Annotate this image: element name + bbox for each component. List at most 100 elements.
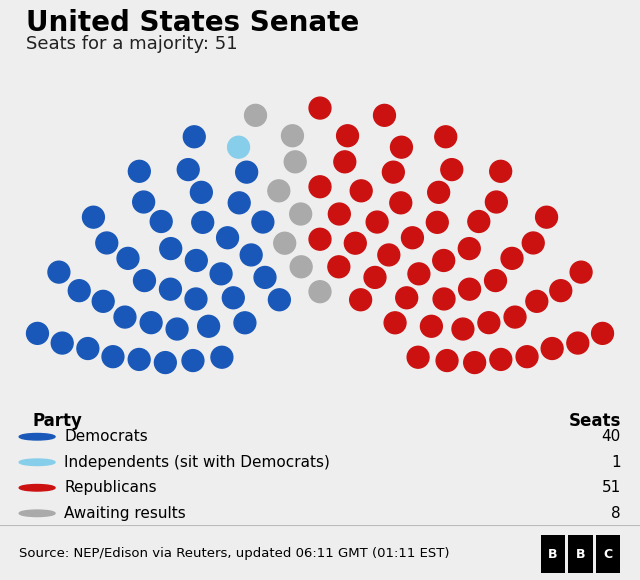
Circle shape bbox=[428, 182, 449, 203]
Circle shape bbox=[452, 318, 474, 340]
Circle shape bbox=[478, 311, 500, 334]
Circle shape bbox=[186, 249, 207, 271]
Circle shape bbox=[541, 338, 563, 360]
Circle shape bbox=[490, 349, 512, 371]
Circle shape bbox=[19, 510, 55, 517]
Circle shape bbox=[282, 125, 303, 147]
Circle shape bbox=[211, 346, 233, 368]
Circle shape bbox=[526, 291, 548, 312]
Circle shape bbox=[459, 278, 481, 300]
Circle shape bbox=[366, 211, 388, 233]
Text: United States Senate: United States Senate bbox=[26, 9, 359, 37]
Text: Seats: Seats bbox=[568, 412, 621, 430]
Circle shape bbox=[166, 318, 188, 340]
Circle shape bbox=[252, 211, 274, 233]
Circle shape bbox=[183, 126, 205, 148]
Circle shape bbox=[504, 306, 526, 328]
Circle shape bbox=[19, 459, 55, 466]
Circle shape bbox=[96, 232, 118, 254]
Text: 8: 8 bbox=[611, 506, 621, 521]
Circle shape bbox=[102, 346, 124, 368]
Circle shape bbox=[309, 229, 331, 250]
Circle shape bbox=[68, 280, 90, 302]
Circle shape bbox=[198, 316, 220, 337]
Circle shape bbox=[516, 346, 538, 368]
Circle shape bbox=[290, 203, 312, 225]
Circle shape bbox=[349, 289, 372, 311]
Circle shape bbox=[228, 192, 250, 214]
Circle shape bbox=[210, 263, 232, 285]
Circle shape bbox=[48, 261, 70, 283]
Circle shape bbox=[182, 350, 204, 372]
Circle shape bbox=[19, 433, 55, 440]
Text: 51: 51 bbox=[602, 480, 621, 495]
Circle shape bbox=[396, 287, 418, 309]
Bar bbox=[568, 535, 593, 574]
Circle shape bbox=[350, 180, 372, 202]
Circle shape bbox=[77, 338, 99, 360]
Circle shape bbox=[185, 288, 207, 310]
Text: Republicans: Republicans bbox=[64, 480, 157, 495]
Circle shape bbox=[129, 160, 150, 182]
Circle shape bbox=[134, 270, 156, 292]
Text: Party: Party bbox=[32, 412, 82, 430]
Circle shape bbox=[384, 312, 406, 334]
Circle shape bbox=[390, 192, 412, 214]
Text: Independents (sit with Democrats): Independents (sit with Democrats) bbox=[64, 455, 330, 470]
Circle shape bbox=[426, 212, 448, 233]
Circle shape bbox=[92, 291, 114, 312]
Circle shape bbox=[309, 176, 331, 198]
Circle shape bbox=[364, 266, 386, 288]
Circle shape bbox=[244, 104, 266, 126]
Circle shape bbox=[383, 161, 404, 183]
Circle shape bbox=[51, 332, 73, 354]
Circle shape bbox=[216, 227, 239, 249]
Circle shape bbox=[254, 266, 276, 288]
Text: 40: 40 bbox=[602, 429, 621, 444]
Circle shape bbox=[228, 136, 250, 158]
Circle shape bbox=[570, 261, 592, 283]
Text: C: C bbox=[604, 548, 612, 561]
Circle shape bbox=[128, 349, 150, 371]
Text: B: B bbox=[548, 548, 557, 561]
Text: B: B bbox=[576, 548, 585, 561]
Bar bbox=[596, 535, 620, 574]
Circle shape bbox=[83, 206, 104, 228]
Circle shape bbox=[132, 191, 155, 213]
Text: Awaiting results: Awaiting results bbox=[64, 506, 186, 521]
Circle shape bbox=[390, 136, 412, 158]
Circle shape bbox=[501, 248, 523, 269]
Bar bbox=[541, 535, 565, 574]
Circle shape bbox=[150, 211, 172, 233]
Circle shape bbox=[420, 316, 442, 337]
Circle shape bbox=[290, 256, 312, 278]
Circle shape bbox=[378, 244, 400, 266]
Circle shape bbox=[192, 212, 214, 233]
Circle shape bbox=[567, 332, 589, 354]
Circle shape bbox=[19, 484, 55, 491]
Circle shape bbox=[160, 238, 182, 259]
Circle shape bbox=[114, 306, 136, 328]
Circle shape bbox=[240, 244, 262, 266]
Circle shape bbox=[337, 125, 358, 147]
Circle shape bbox=[484, 270, 506, 292]
Text: 1: 1 bbox=[611, 455, 621, 470]
Circle shape bbox=[490, 160, 511, 182]
Circle shape bbox=[433, 249, 454, 271]
Circle shape bbox=[234, 312, 256, 334]
Circle shape bbox=[236, 161, 257, 183]
Circle shape bbox=[435, 126, 457, 148]
Text: Source: NEP/Edison via Reuters, updated 06:11 GMT (01:11 EST): Source: NEP/Edison via Reuters, updated … bbox=[19, 547, 450, 560]
Circle shape bbox=[222, 287, 244, 309]
Text: Democrats: Democrats bbox=[64, 429, 148, 444]
Circle shape bbox=[441, 159, 463, 180]
Circle shape bbox=[177, 159, 199, 180]
Circle shape bbox=[268, 289, 291, 311]
Circle shape bbox=[464, 351, 486, 374]
Circle shape bbox=[433, 288, 455, 310]
Circle shape bbox=[591, 322, 614, 345]
Circle shape bbox=[407, 346, 429, 368]
Circle shape bbox=[117, 248, 139, 269]
Circle shape bbox=[401, 227, 424, 249]
Circle shape bbox=[550, 280, 572, 302]
